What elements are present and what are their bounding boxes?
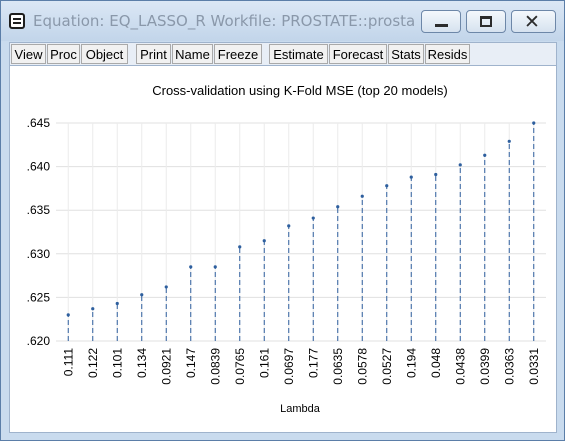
data-point — [66, 313, 70, 317]
x-tick-label: 0.101 — [110, 348, 124, 378]
window-title: Equation: EQ_LASSO_R Workfile: PROSTATE:… — [33, 12, 415, 30]
y-tick-label: .625 — [27, 290, 51, 304]
data-point — [458, 163, 462, 167]
data-point — [91, 307, 95, 311]
graph-area: Cross-validation using K-Fold MSE (top 2… — [9, 66, 557, 433]
data-point — [238, 245, 242, 249]
x-axis-label: Lambda — [280, 403, 321, 415]
x-tick-label: 0.0527 — [380, 348, 394, 385]
y-tick-label: .635 — [27, 203, 51, 217]
data-point — [532, 121, 536, 125]
data-point — [213, 265, 217, 269]
x-tick-label: 0.177 — [306, 348, 320, 378]
data-point — [360, 194, 364, 198]
resids-button[interactable]: Resids — [425, 44, 470, 64]
x-tick-label: 0.111 — [61, 348, 75, 377]
stats-button[interactable]: Stats — [388, 44, 424, 64]
title-bar[interactable]: Equation: EQ_LASSO_R Workfile: PROSTATE:… — [1, 1, 564, 41]
y-tick-label: .620 — [27, 334, 51, 348]
view-button[interactable]: View — [11, 44, 46, 64]
name-button[interactable]: Name — [172, 44, 213, 64]
object-button[interactable]: Object — [81, 44, 128, 64]
x-tick-label: 0.134 — [135, 348, 149, 378]
x-tick-label: 0.122 — [86, 348, 100, 378]
cv-chart: Cross-validation using K-Fold MSE (top 2… — [27, 83, 546, 415]
window-menu-icon[interactable] — [9, 13, 25, 29]
maximize-button[interactable] — [466, 10, 506, 33]
y-tick-labels: .620 .625 .630 .635 .640 .645 — [27, 116, 51, 348]
maximize-icon — [480, 16, 492, 27]
close-button[interactable]: ✕ — [511, 10, 556, 33]
forecast-button[interactable]: Forecast — [329, 44, 387, 64]
x-tick-label: 0.0438 — [453, 348, 467, 385]
x-tick-label: 0.0765 — [233, 348, 247, 385]
x-tick-label: 0.0839 — [208, 348, 222, 385]
x-tick-label: 0.0399 — [478, 348, 492, 385]
data-point — [507, 139, 511, 143]
x-tick-label: 0.161 — [257, 348, 271, 378]
freeze-button[interactable]: Freeze — [214, 44, 262, 64]
data-marks — [66, 121, 536, 341]
data-point — [164, 285, 168, 289]
x-tick-label: 0.0635 — [331, 348, 345, 385]
x-tick-label: 0.0331 — [527, 348, 541, 385]
data-point — [189, 265, 193, 269]
equation-toolbar: View Proc Object Print Name Freeze Estim… — [9, 42, 557, 66]
x-tick-label: 0.0921 — [159, 348, 173, 385]
y-tick-label: .640 — [27, 160, 51, 174]
x-tick-label: 0.0578 — [355, 348, 369, 385]
x-tick-label: 0.194 — [404, 348, 418, 378]
x-tick-label: 0.048 — [429, 348, 443, 378]
y-tick-label: .645 — [27, 116, 51, 130]
proc-button[interactable]: Proc — [47, 44, 80, 64]
grid-lines — [56, 122, 546, 342]
data-point — [385, 184, 389, 188]
data-point — [311, 216, 315, 220]
data-point — [336, 205, 340, 209]
estimate-button[interactable]: Estimate — [269, 44, 328, 64]
data-point — [434, 172, 438, 177]
minimize-button[interactable] — [421, 10, 461, 33]
data-point — [287, 224, 291, 228]
y-tick-label: .630 — [27, 247, 51, 261]
x-tick-label: 0.0697 — [282, 348, 296, 385]
data-point — [115, 301, 119, 306]
print-button[interactable]: Print — [136, 44, 171, 64]
x-tick-label: 0.0363 — [502, 348, 516, 385]
chart-title: Cross-validation using K-Fold MSE (top 2… — [152, 83, 448, 98]
data-point — [483, 153, 487, 157]
close-icon: ✕ — [524, 11, 540, 33]
x-tick-label: 0.147 — [184, 348, 198, 378]
data-point — [262, 239, 266, 243]
data-point — [409, 175, 413, 179]
data-point — [140, 293, 144, 297]
x-tick-labels: 0.111 0.122 0.101 0.134 0.0921 0.147 0.0839 0.0… — [61, 348, 541, 385]
minimize-icon — [435, 24, 448, 27]
